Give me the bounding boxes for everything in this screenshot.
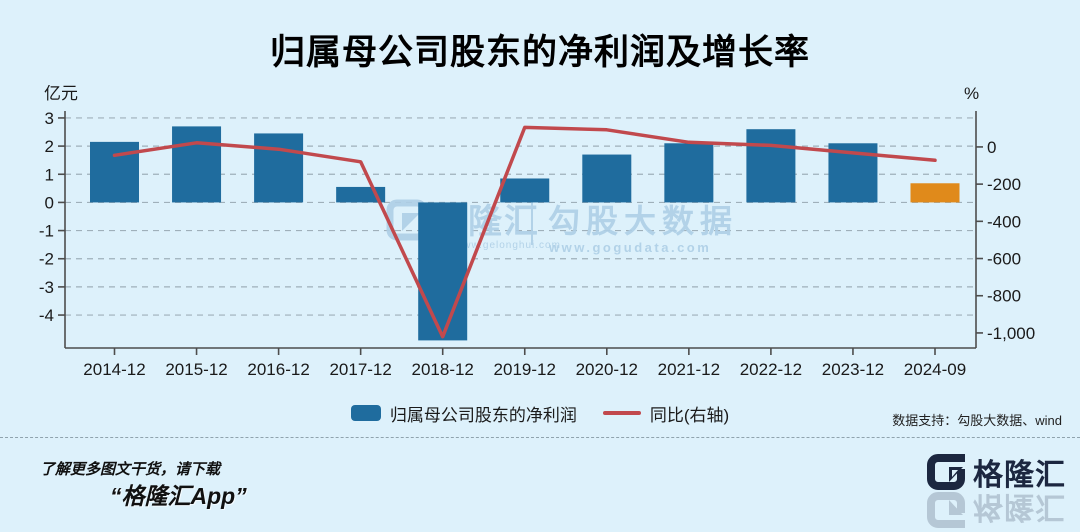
legend-item-yoy: 同比(右轴) [602,401,730,426]
page-title: 归属母公司股东的净利润及增长率 [269,33,810,72]
bar-series [90,126,960,341]
line-series-label: 同比(右轴) [649,405,730,425]
bar-series-swatch [350,405,381,421]
bar-2019-12 [500,178,550,203]
x-tick-label: 2022-12 [740,360,802,379]
right-tick-label: -600 [987,250,1021,269]
x-tick-label: 2016-12 [247,360,309,379]
left-tick-label: -4 [39,306,54,325]
x-tick-label: 2023-12 [822,360,884,379]
brand-name-text: 格隆汇 [973,459,1066,492]
left-tick-label: -2 [39,250,54,269]
chart-legend: 归属母公司股东的净利润 同比(右轴) [0,400,1080,426]
watermark-logo-arrow-icon [402,213,420,231]
x-tick-label: 2014-12 [83,360,145,379]
watermark: 格隆汇www.gelonghui.com勾股大数据www.gogudata.co… [386,199,738,255]
left-axis-unit-label: 亿元 [44,85,78,103]
legend-item-net-profit: 归属母公司股东的净利润 [350,401,577,426]
gelonghui-g-icon-reflection [927,492,965,528]
footer-app-name: “格隆汇App” [110,483,247,509]
bar-2024-09 [910,183,960,203]
gelonghui-g-icon [927,454,965,490]
x-tick-label: 2015-12 [165,360,227,379]
left-tick-label: 3 [45,109,54,128]
right-tick-label: -800 [987,287,1021,306]
left-tick-label: 0 [45,193,54,212]
watermark-source-text: 勾股大数据 [548,203,738,239]
bar-series-label: 归属母公司股东的净利润 [389,405,577,425]
line-series-swatch [602,411,641,415]
yoy-growth-line [112,125,937,339]
x-tick-label: 2018-12 [412,360,474,379]
left-tick-label: -1 [39,222,54,241]
bar-2018-12 [418,202,468,341]
x-tick-label: 2017-12 [329,360,391,379]
x-tick-label: 2024-09 [904,360,966,379]
x-tick-label: 2020-12 [576,360,638,379]
brand-logo-reflection: 格隆汇 [906,488,1066,532]
left-tick-label: -3 [39,278,54,297]
footer-promo-text: 了解更多图文干货，请下载 [40,461,221,478]
brand-name-reflection-text: 格隆汇 [973,490,1066,523]
right-tick-label: -400 [987,212,1021,231]
bar-2022-12 [746,129,796,203]
watermark-source-url: www.gogudata.com [548,240,711,255]
footer-divider [0,437,1080,438]
profit-growth-chart: 格隆汇www.gelonghui.com勾股大数据www.gogudata.co… [39,85,1035,379]
right-tick-label: -1,000 [987,324,1035,343]
right-tick-label: -200 [987,175,1021,194]
x-tick-label: 2021-12 [658,360,720,379]
bar-2021-12 [664,143,714,203]
axes: 3 2 1 0 -1 -2 -3 -4 0 -200 -400 -600 -800 -1,000 2014-… [39,85,1035,379]
right-tick-label: 0 [987,138,996,157]
data-support-note: 数据支持：勾股大数据、wind [892,413,1062,428]
brand-logo-row: 格隆汇 [906,450,1066,494]
watermark-brand-url: www.gelonghui.com [454,240,561,251]
bar-2016-12 [254,133,304,203]
x-tick-label: 2019-12 [494,360,556,379]
left-tick-label: 1 [45,165,54,184]
bar-2015-12 [172,126,222,203]
right-axis-unit-label: % [964,85,979,103]
left-tick-label: 2 [45,137,54,156]
bar-2020-12 [582,154,632,203]
brand-logo: 格隆汇 格隆汇 [906,450,1066,528]
